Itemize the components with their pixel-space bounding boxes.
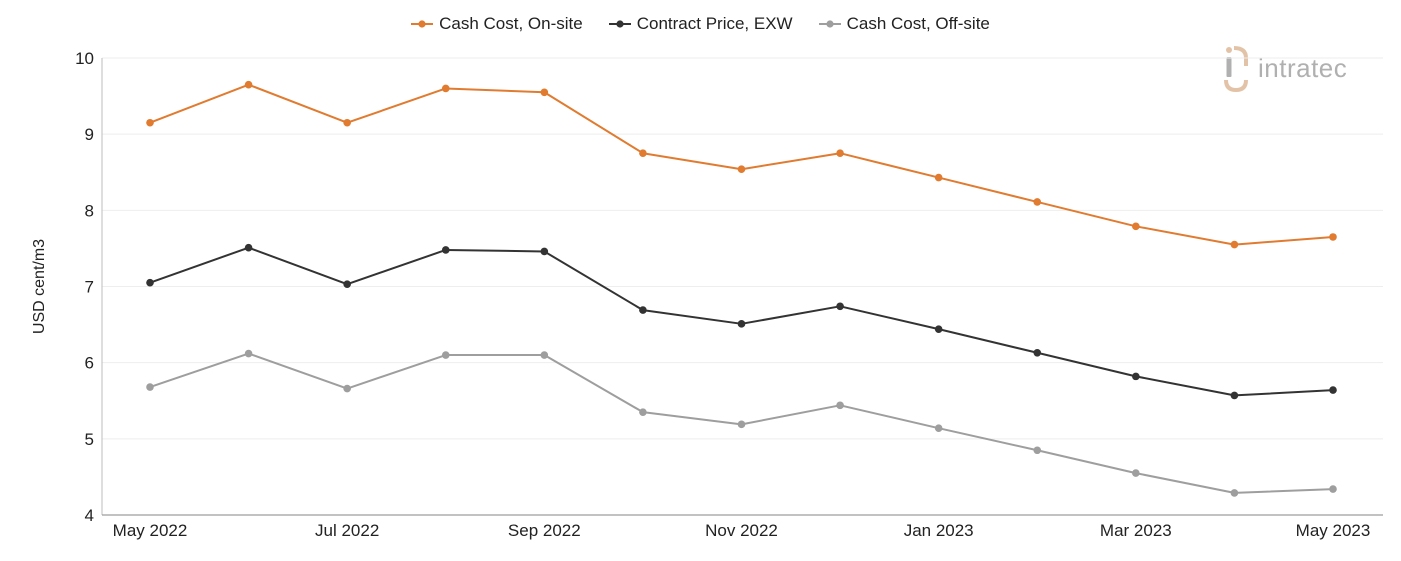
data-point[interactable] [1329,485,1337,493]
legend-label: Contract Price, EXW [636,14,793,33]
data-point[interactable] [441,351,450,359]
data-point[interactable] [639,149,647,158]
data-point[interactable] [244,349,253,358]
x-tick-label: Jul 2022 [315,521,379,540]
axes: 4 5 6 7 8 9 10 May 2022 Jul 2022 Sep 2022 Nov 2022… [75,49,1383,540]
y-tick-label: 10 [75,49,94,68]
legend-item-cash-cost-on-site[interactable]: Cash Cost, On-site [411,14,583,34]
series-2 [146,349,1337,497]
data-point[interactable] [934,325,943,333]
data-point[interactable] [1033,446,1042,455]
data-point[interactable] [343,384,351,393]
data-point[interactable] [737,165,746,174]
y-tick-label: 4 [85,506,94,525]
y-axis-title: USD cent/m3 [31,239,48,334]
data-point[interactable] [836,302,844,311]
data-point[interactable] [1132,469,1140,477]
data-point[interactable] [836,149,844,158]
y-tick-label: 6 [85,354,94,373]
data-point[interactable] [540,88,549,97]
data-point[interactable] [1230,489,1239,497]
legend-item-contract-price-exw[interactable]: Contract Price, EXW [608,14,793,34]
data-point[interactable] [934,424,943,432]
data-point[interactable] [343,280,351,289]
x-tick-label: Sep 2022 [508,521,581,540]
y-tick-label: 7 [85,278,94,297]
data-point[interactable] [540,351,549,359]
y-tick-label: 9 [85,125,94,144]
data-point[interactable] [244,80,253,89]
data-point[interactable] [1132,222,1140,231]
data-point[interactable] [1230,391,1239,400]
y-tick-label: 8 [85,201,94,220]
legend-marker-icon [411,20,434,28]
data-point[interactable] [1132,372,1140,381]
legend-marker-icon [818,20,841,28]
data-point[interactable] [146,118,154,127]
legend-label: Cash Cost, Off-site [846,14,990,33]
grid [102,57,1383,440]
data-point[interactable] [1329,233,1337,241]
legend-label: Cash Cost, On-site [439,14,583,33]
data-point[interactable] [836,401,844,410]
data-point[interactable] [1329,386,1337,394]
legend-item-cash-cost-off-site[interactable]: Cash Cost, Off-site [818,14,990,34]
data-point[interactable] [639,306,647,314]
data-point[interactable] [441,246,450,254]
legend: Cash Cost, On-site Contract Price, EXW C… [0,14,1401,34]
data-point[interactable] [737,320,746,328]
data-point[interactable] [146,278,154,287]
legend-marker-icon [608,20,631,28]
x-tick-label: Nov 2022 [705,521,778,540]
data-point[interactable] [343,118,351,127]
data-point[interactable] [934,173,943,182]
series-line [149,83,1334,246]
x-tick-label: May 2022 [113,521,188,540]
x-tick-label: Jan 2023 [904,521,974,540]
data-point[interactable] [1033,348,1042,357]
x-tick-label: Mar 2023 [1100,521,1172,540]
x-tick-label: May 2023 [1296,521,1371,540]
y-tick-label: 5 [85,430,94,449]
data-point[interactable] [441,84,450,93]
data-point[interactable] [737,420,746,429]
data-point[interactable] [146,383,154,391]
series [146,80,1337,497]
data-point[interactable] [540,247,549,256]
data-point[interactable] [639,408,647,416]
data-point[interactable] [1230,240,1239,249]
data-point[interactable] [244,243,253,252]
series-1 [146,243,1337,400]
series-0 [146,80,1337,249]
data-point[interactable] [1033,198,1042,206]
